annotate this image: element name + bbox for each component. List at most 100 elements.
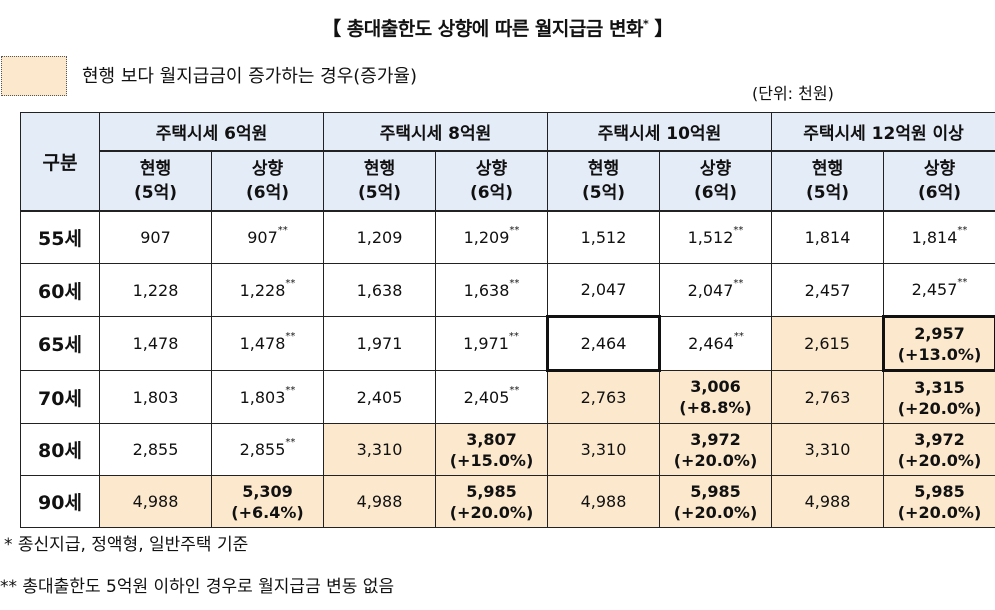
- age-label: 60세: [20, 263, 100, 317]
- footnote-mark: **: [733, 331, 744, 342]
- group-header: 주택시세 8억원: [323, 112, 548, 152]
- increase-rate: (+20.0%): [897, 502, 982, 522]
- subheader-label: 상향: [923, 159, 956, 179]
- increase-rate: (+8.8%): [679, 398, 752, 417]
- table-cell: 1,228: [99, 263, 212, 317]
- cell-value: 1,814: [804, 228, 851, 247]
- increase-rate: (+13.0%): [897, 344, 982, 364]
- subheader-limit: (6억): [694, 183, 738, 203]
- subheader-label: 상향: [251, 159, 284, 179]
- increase-rate: (+20.0%): [897, 450, 982, 470]
- cell-value: 907: [247, 228, 278, 247]
- subheader-limit: (5억): [357, 183, 401, 203]
- subheader-current: 현행 (5억): [323, 150, 436, 212]
- cell-value: 2,464: [580, 334, 627, 353]
- table-cell: 1,228**: [211, 263, 324, 317]
- subheader-current: 현행 (5억): [771, 150, 885, 212]
- cell-value: 2,405: [463, 387, 510, 407]
- cell-value: 3,310: [804, 440, 851, 459]
- increase-rate: (+20.0%): [673, 502, 758, 522]
- cell-value: 1,512: [687, 228, 734, 247]
- footnote-1: * 종신지급, 정액형, 일반주택 기준: [4, 535, 249, 555]
- cell-value: 5,985: [690, 481, 741, 501]
- footnote-mark: **: [509, 384, 520, 396]
- table-cell: 2,763: [547, 370, 660, 424]
- table-cell: 3,006 (+8.8%): [658, 370, 773, 424]
- cell-value: 2,464: [688, 334, 734, 353]
- table-cell: 2,405**: [435, 370, 548, 424]
- cell-value: 1,638: [356, 280, 403, 300]
- increase-rate: (+20.0%): [449, 502, 534, 522]
- table-cell: 1,803: [99, 370, 212, 424]
- footnote-mark: **: [508, 331, 519, 342]
- subheader-raised: 상향 (6억): [211, 150, 324, 212]
- cell-value: 2,957: [914, 323, 965, 343]
- age-label: 80세: [20, 423, 100, 476]
- table-row: 80세 2,855 2,855** 3,310 3,807 (+15.0%) 3,310 3,…: [20, 423, 995, 476]
- table-cell: 907**: [211, 210, 324, 264]
- group-header: 주택시세 12억원 이상: [771, 112, 995, 152]
- table-cell: 1,638**: [435, 263, 548, 317]
- cell-value: 2,855: [239, 440, 286, 459]
- cell-value: 1,638: [463, 280, 510, 300]
- table-cell: 1,478**: [211, 316, 324, 371]
- subheader-limit: (5억): [806, 183, 850, 203]
- cell-value: 1,814: [911, 228, 958, 247]
- increase-rate: (+20.0%): [897, 398, 982, 418]
- subheader-label: 상향: [699, 159, 732, 179]
- table-cell: 5,309 (+6.4%): [211, 475, 324, 528]
- cell-value: 2,047: [580, 280, 627, 299]
- age-label: 70세: [20, 370, 100, 424]
- cell-value: 1,512: [580, 228, 627, 247]
- subheader-limit: (5억): [581, 183, 625, 203]
- table-cell: 3,315 (+20.0%): [883, 370, 995, 424]
- table-cell: 1,814: [771, 210, 885, 264]
- table-cell: 4,988: [99, 475, 212, 528]
- footnote-2: ** 총대출한도 5억원 이하인 경우로 월지급금 변동 없음: [0, 577, 395, 597]
- cell-value: 3,972: [690, 429, 741, 449]
- table-cell: 4,988: [547, 475, 660, 528]
- increase-rate: (+20.0%): [673, 450, 758, 470]
- table-cell: 907: [99, 210, 212, 264]
- subheader-current: 현행 (5억): [99, 150, 212, 212]
- subheader-limit: (6억): [245, 183, 289, 203]
- cell-value: 4,988: [804, 492, 851, 511]
- cell-value: 1,478: [239, 334, 286, 353]
- table-cell: 1,209**: [435, 210, 548, 264]
- cell-value: 1,228: [132, 280, 179, 300]
- table-title: 【 총대출한도 상향에 따른 월지급금 변화* 】: [322, 17, 673, 40]
- subheader-limit: (5억): [133, 183, 177, 203]
- subheader-label: 상향: [475, 159, 508, 179]
- subheader-label: 현행: [811, 159, 844, 179]
- cell-value: 1,209: [356, 228, 403, 247]
- cell-value: 1,228: [239, 280, 286, 300]
- footnote-mark: **: [285, 437, 296, 448]
- table-row: 90세 4,988 5,309 (+6.4%) 4,988 5,985 (+20.0%) 4,…: [20, 475, 995, 528]
- cell-value: 5,985: [466, 481, 517, 501]
- table-cell: 2,047**: [658, 263, 773, 317]
- cell-value: 1,803: [239, 387, 286, 407]
- footnote-mark: **: [509, 277, 520, 289]
- increase-rate: (+15.0%): [449, 450, 534, 470]
- cell-value: 4,988: [580, 492, 627, 511]
- cell-value: 4,988: [132, 492, 179, 511]
- table-cell: 3,310: [323, 423, 436, 476]
- cell-value: 3,310: [356, 440, 403, 459]
- subheader-raised: 상향 (6억): [435, 150, 548, 212]
- table-cell: 1,512**: [658, 210, 773, 264]
- table-row: 70세 1,803 1,803** 2,405 2,405** 2,763 3,006 (+8…: [20, 370, 995, 424]
- cell-value: 2,615: [804, 334, 850, 353]
- table-cell: 2,957 (+13.0%): [882, 315, 995, 372]
- table-cell: 2,047: [547, 263, 660, 317]
- table-cell: 1,814**: [883, 210, 995, 264]
- footnote-mark: **: [957, 277, 968, 288]
- table-cell: 4,988: [323, 475, 436, 528]
- subheader-limit: (6억): [469, 183, 513, 203]
- footnote-mark: **: [733, 277, 744, 289]
- table-cell: 2,457: [771, 263, 885, 317]
- footnote-mark: **: [277, 225, 288, 236]
- cell-value: 4,988: [356, 492, 403, 511]
- age-label: 65세: [20, 316, 100, 371]
- cell-value: 3,310: [580, 440, 627, 459]
- table-row: 65세 1,478 1,478** 1,971 1,971** 2,464 2,464** 2…: [20, 315, 995, 372]
